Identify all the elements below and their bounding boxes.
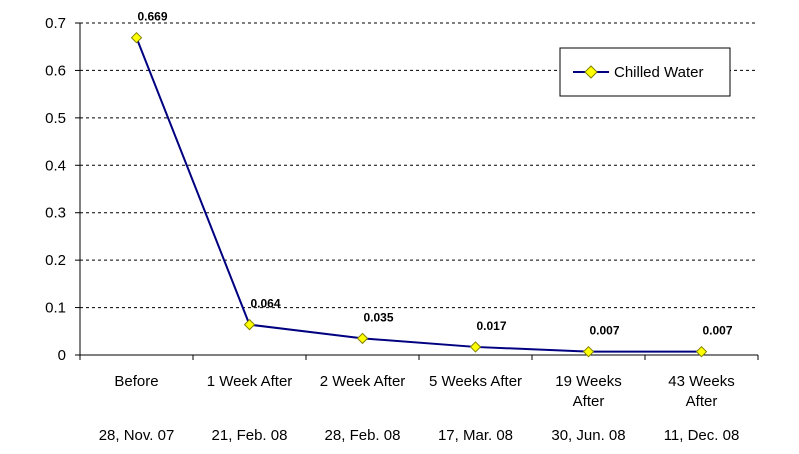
date-label: 17, Mar. 08 [438, 427, 513, 444]
axes [79, 23, 759, 360]
y-tick-label: 0.7 [45, 15, 66, 32]
data-label: 0.669 [137, 10, 167, 24]
date-label: 30, Jun. 08 [551, 427, 625, 444]
data-label: 0.064 [250, 297, 280, 311]
series-line [135, 37, 702, 353]
data-label: 0.017 [476, 319, 506, 333]
legend-label: Chilled Water [614, 64, 703, 81]
series-group: 0.669 0.064 0.035 0.017 0.007 0.007 [130, 10, 733, 358]
data-label: 0.007 [702, 324, 732, 338]
x-tick-labels: Before 1 Week After 2 Week After 5 Weeks Af… [114, 373, 734, 410]
y-tick-label: 0.3 [45, 205, 66, 222]
y-tick-label: 0.5 [45, 110, 66, 127]
y-tick-label: 0.4 [45, 157, 66, 174]
y-tick-label: 0.1 [45, 300, 66, 317]
legend: Chilled Water [559, 47, 731, 97]
date-labels: 28, Nov. 07 21, Feb. 08 28, Feb. 08 17, Mar… [99, 427, 740, 444]
y-tick-label: 0.2 [45, 252, 66, 269]
data-point-marker [130, 31, 143, 44]
x-tick-label: Before [114, 373, 158, 390]
x-tick-label: 43 Weeks After [668, 373, 734, 410]
y-tick-labels: 0 0.1 0.2 0.3 0.4 0.5 0.6 0.7 [45, 15, 80, 364]
data-point-marker [243, 318, 256, 331]
date-label: 28, Feb. 08 [325, 427, 401, 444]
data-point-marker [582, 345, 595, 358]
legend-marker-swatch [584, 65, 598, 79]
data-label: 0.035 [363, 310, 393, 324]
date-label: 28, Nov. 07 [99, 427, 175, 444]
data-point-marker [356, 332, 369, 345]
y-tick-label: 0.6 [45, 62, 66, 79]
x-tick-label: 19 Weeks After [555, 373, 621, 410]
date-label: 11, Dec. 08 [664, 427, 740, 444]
y-tick-label: 0 [58, 347, 66, 364]
x-tick-label: 5 Weeks After [429, 373, 522, 390]
data-label: 0.007 [589, 324, 619, 338]
data-point-marker [469, 341, 482, 353]
date-label: 21, Feb. 08 [212, 427, 288, 444]
x-tick-label: 2 Week After [320, 373, 406, 390]
x-tick-label: 1 Week After [207, 373, 293, 390]
data-point-marker [695, 345, 708, 358]
